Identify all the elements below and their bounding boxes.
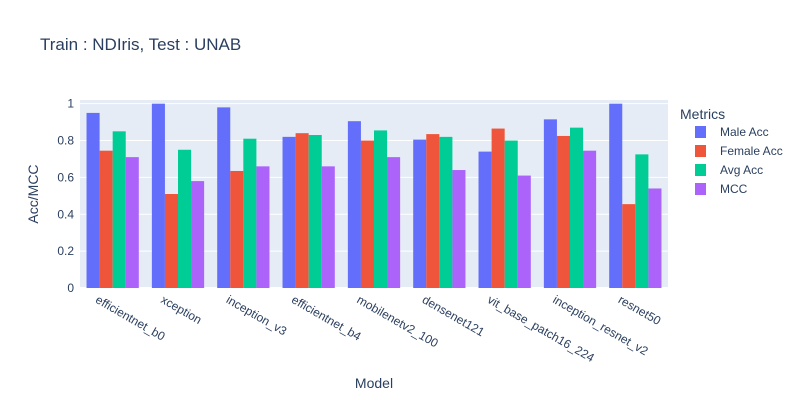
- bar: [609, 103, 623, 288]
- bar: [191, 181, 205, 288]
- bar: [426, 134, 440, 288]
- bar: [151, 103, 165, 288]
- bar: [556, 135, 570, 288]
- y-tick-label: 0.8: [57, 134, 74, 148]
- bar: [164, 194, 178, 288]
- legend-label: Avg Acc: [720, 163, 763, 177]
- bar: [295, 133, 309, 288]
- bar: [112, 131, 126, 288]
- x-tick-label: xception: [159, 292, 205, 326]
- bar: [217, 107, 231, 288]
- y-axis-title: Acc/MCC: [25, 164, 41, 223]
- y-tick-label: 0: [67, 281, 74, 295]
- x-tick-label: inception_v3: [224, 292, 290, 338]
- bar: [243, 138, 257, 288]
- bars: [86, 103, 662, 289]
- bar: [178, 149, 192, 288]
- legend-title: Metrics: [680, 106, 725, 122]
- legend-swatch: [695, 145, 706, 157]
- bar: [543, 119, 557, 289]
- bar: [321, 166, 335, 288]
- x-tick-label: efficientnet_b4: [289, 292, 364, 343]
- bar: [86, 112, 100, 288]
- legend-swatch: [695, 126, 706, 138]
- bar: [517, 175, 531, 288]
- bar: [347, 121, 361, 288]
- y-tick-label: 0.2: [57, 244, 74, 258]
- y-tick-labels: 0 0.2 0.4 0.6 0.8 1: [57, 97, 74, 295]
- legend-swatch: [695, 164, 706, 176]
- bar: [478, 151, 492, 288]
- bar: [387, 157, 401, 288]
- bar: [99, 150, 113, 288]
- bar: [439, 136, 453, 288]
- chart-title: Train : NDIris, Test : UNAB: [40, 35, 241, 54]
- x-tick-label: vit_base_patch16_224: [485, 292, 597, 365]
- bar: [583, 150, 597, 288]
- x-tick-label: resnet50: [616, 292, 664, 328]
- bar: [125, 157, 139, 288]
- x-tick-label: efficientnet_b0: [93, 292, 168, 343]
- bar: [374, 130, 388, 288]
- bar: [308, 135, 322, 288]
- bar: [256, 166, 270, 288]
- bar: [360, 140, 374, 288]
- bar: [622, 204, 636, 288]
- legend-swatch: [695, 183, 706, 195]
- y-tick-label: 1: [67, 97, 74, 111]
- legend-label: Male Acc: [720, 125, 769, 139]
- bar: [570, 127, 584, 288]
- bar: [491, 128, 505, 288]
- x-axis-title: Model: [355, 375, 393, 391]
- y-tick-label: 0.4: [57, 207, 74, 221]
- bar: [230, 170, 244, 288]
- bar: [504, 140, 518, 288]
- bar: [413, 139, 427, 288]
- legend-label: Female Acc: [720, 144, 783, 158]
- bar: [452, 170, 466, 288]
- bar: [282, 136, 296, 288]
- legend-label: MCC: [720, 182, 748, 196]
- y-tick-label: 0.6: [57, 170, 74, 184]
- legend: Metrics Male Acc Female Acc Avg Acc MCC: [680, 106, 783, 196]
- bar: [648, 188, 662, 288]
- bar: [635, 154, 649, 288]
